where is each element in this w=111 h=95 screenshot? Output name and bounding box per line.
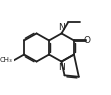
Text: CH₃: CH₃ — [0, 57, 13, 63]
Text: O: O — [83, 36, 90, 45]
Text: N: N — [58, 63, 64, 72]
Text: N: N — [58, 23, 65, 32]
